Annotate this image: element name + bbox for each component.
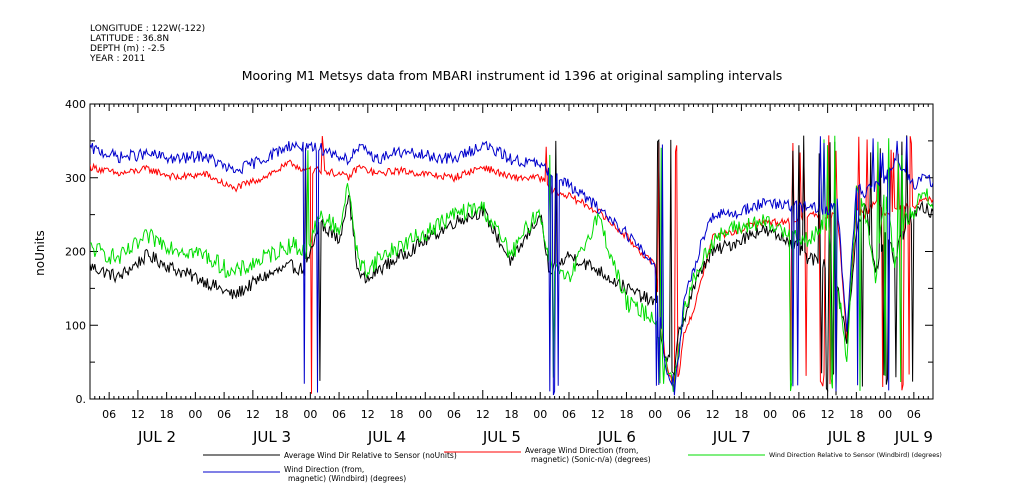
legend: Average Wind Dir Relative to Sensor (noU… bbox=[203, 446, 942, 483]
day-label: JUL 6 bbox=[597, 428, 636, 446]
x-tick-label: 18 bbox=[849, 408, 863, 421]
day-label: JUL 7 bbox=[712, 428, 751, 446]
x-tick-label: 06 bbox=[102, 408, 116, 421]
legend-label-windbird-mag: Wind Direction (from, magnetic) (Windbir… bbox=[284, 465, 406, 483]
day-label: JUL 4 bbox=[367, 428, 406, 446]
legend-label-rel-sensor: Average Wind Dir Relative to Sensor (noU… bbox=[284, 451, 457, 460]
series-group bbox=[90, 135, 933, 396]
x-tick-label: 00 bbox=[188, 408, 202, 421]
series-line-3 bbox=[90, 136, 933, 396]
x-tick-label: 06 bbox=[217, 408, 231, 421]
meta-year: YEAR : 2011 bbox=[89, 54, 145, 64]
day-labels: JUL 2 JUL 3 JUL 4 JUL 5 JUL 6 JUL 7 JUL 8 JUL 9 bbox=[137, 428, 933, 446]
day-label: JUL 9 bbox=[894, 428, 933, 446]
x-tick-label: 06 bbox=[562, 408, 576, 421]
y-tick-label: 0. bbox=[76, 393, 87, 406]
x-tick-label: 06 bbox=[677, 408, 691, 421]
x-tick-label: 00 bbox=[648, 408, 662, 421]
x-tick-label: 18 bbox=[619, 408, 633, 421]
x-tick-label: 06 bbox=[332, 408, 346, 421]
x-tick-label: 12 bbox=[591, 408, 605, 421]
y-tick-labels: 400 300 200 100 0. bbox=[65, 98, 86, 406]
x-tick-label: 00 bbox=[763, 408, 777, 421]
x-tick-label: 00 bbox=[418, 408, 432, 421]
y-tick-label: 100 bbox=[65, 319, 86, 332]
x-tick-label: 12 bbox=[246, 408, 260, 421]
x-tick-label: 06 bbox=[792, 408, 806, 421]
series-line-0 bbox=[90, 135, 933, 396]
x-tick-labels: 06 12 18 00 06 12 18 00 06 12 18 00 06 12 18 00 06 12 18 00… bbox=[102, 408, 921, 421]
y-tick-label: 400 bbox=[65, 98, 86, 111]
x-tick-label: 18 bbox=[160, 408, 174, 421]
x-tick-label: 00 bbox=[878, 408, 892, 421]
legend-label-avg-wind-dir: Average Wind Direction (from, magnetic) … bbox=[525, 446, 651, 464]
x-tick-label: 18 bbox=[734, 408, 748, 421]
metadata-block: LONGITUDE : 122W(-122) LATITUDE : 36.8N … bbox=[89, 24, 205, 64]
meta-longitude: LONGITUDE : 122W(-122) bbox=[90, 24, 205, 34]
x-tick-label: 18 bbox=[275, 408, 289, 421]
day-label: JUL 8 bbox=[827, 428, 866, 446]
x-tick-label: 12 bbox=[131, 408, 145, 421]
chart-title: Mooring M1 Metsys data from MBARI instru… bbox=[242, 68, 783, 83]
x-tick-label: 00 bbox=[533, 408, 547, 421]
day-label: JUL 2 bbox=[137, 428, 176, 446]
y-tick-label: 200 bbox=[65, 246, 86, 259]
day-label: JUL 5 bbox=[482, 428, 521, 446]
axis-ticks bbox=[89, 103, 934, 400]
x-tick-label: 18 bbox=[505, 408, 519, 421]
legend-label-windbird-rel: Wind Direction Relative to Sensor (Windb… bbox=[769, 452, 942, 459]
day-label: JUL 3 bbox=[252, 428, 291, 446]
y-tick-label: 300 bbox=[65, 172, 86, 185]
series-line-1 bbox=[90, 135, 933, 394]
x-tick-label: 06 bbox=[907, 408, 921, 421]
x-tick-label: 06 bbox=[447, 408, 461, 421]
y-axis-label: noUnits bbox=[33, 230, 47, 276]
x-tick-label: 12 bbox=[476, 408, 490, 421]
x-tick-label: 00 bbox=[303, 408, 317, 421]
x-tick-label: 12 bbox=[361, 408, 375, 421]
meta-depth: DEPTH (m) : -2.5 bbox=[90, 44, 165, 54]
x-tick-label: 12 bbox=[706, 408, 720, 421]
meta-latitude: LATITUDE : 36.8N bbox=[90, 34, 169, 44]
x-tick-label: 12 bbox=[821, 408, 835, 421]
x-tick-label: 18 bbox=[390, 408, 404, 421]
